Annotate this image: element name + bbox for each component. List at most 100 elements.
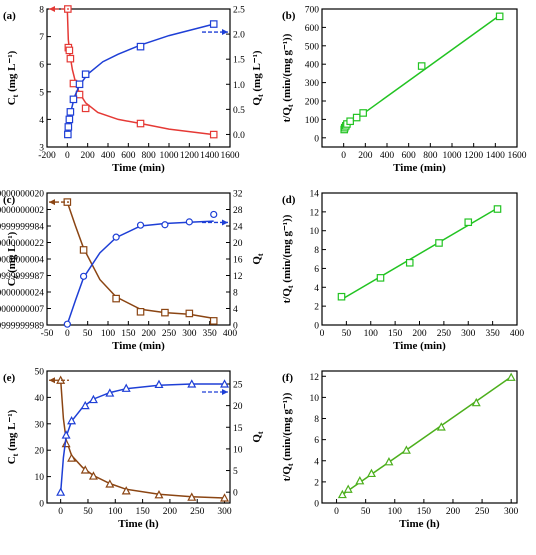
y-tick-label: 12 [310, 373, 320, 383]
chart-panel-3: -500501001502002503003504000.29999999999… [0, 190, 265, 353]
x-tick-label: 100 [364, 329, 379, 339]
x-tick-label: 300 [182, 329, 197, 339]
data-point [67, 453, 77, 462]
y2-axis-title: Qt [251, 431, 265, 443]
y2-tick-label: 24 [233, 223, 243, 233]
panel-label: (d) [282, 194, 296, 206]
x-tick-label: 400 [101, 151, 116, 161]
panel-label: (a) [3, 10, 16, 22]
data-point [359, 109, 367, 117]
y-tick-label: 3 [39, 144, 44, 154]
y-tick-label: 500 [305, 42, 320, 52]
data-point [343, 484, 353, 493]
y2-tick-label: 15 [233, 424, 243, 434]
y-tick-label: 12 [310, 208, 320, 218]
data-point [185, 218, 193, 226]
x-tick-label: 600 [402, 151, 417, 161]
data-point [65, 115, 74, 124]
x-tick-label: 250 [162, 329, 177, 339]
y-tick-label: 0.359999999999999987 [0, 272, 44, 282]
data-point [161, 221, 169, 229]
data-point [495, 12, 504, 21]
y-tick-label: 6 [314, 265, 319, 275]
data-point [75, 80, 84, 89]
data-point [405, 258, 414, 267]
plot-frame [46, 370, 231, 504]
data-point [136, 42, 145, 51]
data-point [366, 468, 376, 478]
y-tick-label: 10 [35, 473, 45, 483]
y-tick-label: 600 [305, 24, 320, 34]
panel-label: (e) [3, 372, 16, 384]
x-tick-label: 300 [217, 507, 232, 517]
y2-axis-title: Qt (mg L⁻¹) [251, 50, 265, 106]
x-tick-label: 100 [101, 329, 116, 339]
data-point [154, 379, 164, 389]
y-tick-label: 4 [314, 284, 319, 294]
x-axis-title: Time (h) [118, 518, 159, 530]
x-tick-label: 800 [142, 151, 157, 161]
panel-label: (f) [282, 372, 293, 384]
series-line [59, 383, 225, 493]
data-point [79, 246, 88, 254]
data-point [337, 292, 346, 301]
y-tick-label: 0 [39, 500, 44, 510]
panel-label: (c) [3, 194, 16, 206]
data-point [63, 320, 71, 328]
series-line [341, 207, 498, 301]
chart-panel-2: 0 200 400 600 800 1000 1200 1400 1600 0 100 200 300 4… [281, 6, 527, 175]
x-tick-label: 600 [121, 151, 136, 161]
data-point [187, 379, 197, 388]
data-point [401, 445, 411, 454]
y-tick-label: 300 [305, 79, 320, 89]
chart-panel-5: 0 50 100 150 200 250 300010203040500510152025(… [3, 368, 265, 531]
y2-tick-label: 10 [233, 445, 243, 455]
x-tick-label: 400 [510, 329, 525, 339]
panel-label: (b) [282, 10, 296, 22]
data-point [61, 430, 71, 439]
y-tick-label: 2 [314, 478, 319, 488]
data-point [210, 210, 218, 219]
x-tick-label: 100 [108, 507, 123, 517]
x-tick-label: 0 [58, 507, 63, 517]
chart-panel-6: 0 50 100 150 200 250 300 0 2 4 6 8 10 12 (f) Time (h) t/… [281, 370, 519, 530]
data-point [112, 233, 120, 241]
x-tick-label: 1400 [486, 151, 505, 161]
y-tick-label: 50 [35, 368, 45, 378]
y-tick-label: 0.340000000000000024 [0, 289, 44, 299]
y-axis-title: Ct (mg L⁻¹) [6, 50, 20, 105]
data-point [136, 308, 145, 316]
data-point [209, 20, 218, 28]
y-tick-label: 7 [39, 33, 44, 43]
x-tick-label: 50 [83, 329, 93, 339]
data-point [352, 113, 361, 122]
x-tick-label: 150 [417, 507, 432, 517]
y-tick-label: 14 [310, 190, 320, 200]
chart-panel-4: 0 50 100 150 200 250 300 350 400 0 2 4 6 8 10 12 14 (d) Ti… [281, 190, 524, 353]
data-point [75, 90, 84, 99]
y-tick-label: 4 [314, 457, 319, 467]
y-tick-label: 0.440000000000000002 [0, 206, 44, 216]
plot-frame [321, 192, 518, 326]
data-point [69, 79, 78, 88]
series-line [343, 14, 501, 129]
data-point [136, 119, 145, 128]
y2-tick-label: 28 [233, 206, 243, 216]
data-point [161, 308, 169, 317]
plot-frame [321, 370, 518, 504]
x-tick-label: 200 [163, 507, 178, 517]
y-axis-title: Ct (mg L⁻¹) [6, 409, 20, 464]
x-axis-title: Time (min) [393, 340, 446, 352]
data-point [493, 205, 502, 213]
data-point [69, 95, 78, 104]
y-tick-label: 0 [314, 500, 319, 510]
y-tick-label: 0.460000000000000020 [0, 190, 44, 200]
y2-axis-title: Qt [251, 253, 265, 265]
y-tick-label: 8 [39, 6, 44, 16]
x-tick-label: 200 [142, 329, 157, 339]
arrow-head [49, 199, 55, 206]
y2-tick-label: 32 [233, 190, 243, 200]
data-point [136, 221, 145, 229]
x-tick-label: 0 [65, 329, 70, 339]
